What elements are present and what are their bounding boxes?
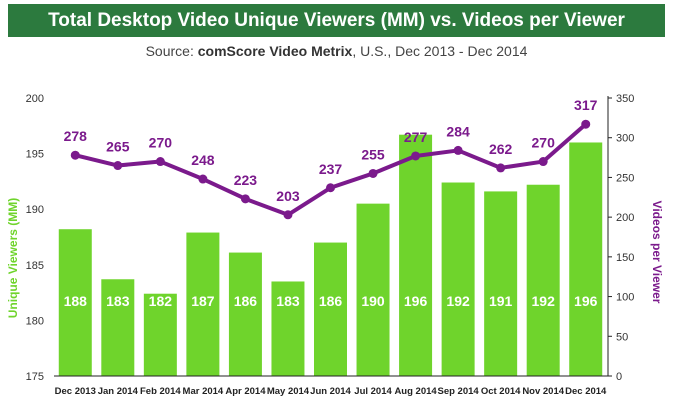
y-right-tick-label: 200 xyxy=(616,212,634,224)
line-point xyxy=(538,157,548,167)
bar-labels: 188 183 182 187 186 183 186 190 196 192 191 192 196 xyxy=(64,293,598,309)
bar-value-label: 191 xyxy=(489,293,513,309)
line-value-label: 255 xyxy=(361,146,385,162)
x-tick-label: May 2014 xyxy=(267,386,310,397)
bar-value-label: 183 xyxy=(106,293,130,309)
x-tick-label: Dec 2014 xyxy=(565,386,607,397)
x-tick-label: Nov 2014 xyxy=(522,386,564,397)
y-left-tick-label: 200 xyxy=(26,93,44,105)
x-tick-label: Sep 2014 xyxy=(438,386,480,397)
x-tick-label: Feb 2014 xyxy=(140,386,181,397)
bar-value-label: 186 xyxy=(234,293,258,309)
y-axis-left-label: Unique Viewers (MM) xyxy=(6,198,20,318)
x-tick-label: Jul 2014 xyxy=(354,386,392,397)
line-labels: 278 265 270 248 223 203 237 255 277 284 262 270 317 xyxy=(64,97,598,204)
bar xyxy=(186,232,220,376)
bar xyxy=(271,281,305,376)
line-value-label: 262 xyxy=(489,141,513,157)
line-value-label: 237 xyxy=(319,161,343,177)
subtitle-prefix: Source: xyxy=(145,43,198,59)
x-tick-label: Jun 2014 xyxy=(310,386,351,397)
bar-value-label: 196 xyxy=(574,293,598,309)
bar xyxy=(484,191,518,376)
bar xyxy=(441,182,475,376)
line-point xyxy=(496,163,506,173)
y-right-tick-label: 150 xyxy=(616,252,634,264)
line-point xyxy=(113,161,123,171)
x-tick-label: Apr 2014 xyxy=(225,386,266,397)
bar xyxy=(58,229,92,376)
bar-series xyxy=(58,134,603,376)
line-point xyxy=(326,183,335,193)
bar xyxy=(399,134,433,376)
line-value-label: 203 xyxy=(276,188,300,204)
y-right-tick-label: 100 xyxy=(616,292,634,304)
bar-value-label: 192 xyxy=(532,293,556,309)
bar-value-label: 187 xyxy=(191,293,215,309)
line-point xyxy=(581,119,591,129)
y-left-tick-label: 175 xyxy=(26,371,44,383)
line-value-label: 278 xyxy=(64,128,88,144)
line-point xyxy=(283,210,293,220)
line-point xyxy=(70,150,80,160)
y-axis-right-label: Videos per Viewer xyxy=(650,201,664,304)
line-point xyxy=(368,168,378,178)
bar-value-label: 183 xyxy=(276,293,300,309)
y-left-tick-label: 185 xyxy=(26,260,44,272)
bar-value-label: 190 xyxy=(361,293,385,309)
y-right-tick-label: 0 xyxy=(616,371,622,383)
x-tick-label: Dec 2013 xyxy=(55,386,96,397)
line-value-label: 270 xyxy=(532,135,556,151)
line-value-label: 277 xyxy=(404,129,428,145)
axes: 175 180 185 190 195 200 0 50 100 150 200 250 300 350 D… xyxy=(26,93,635,397)
bar-value-label: 186 xyxy=(319,293,343,309)
line-point xyxy=(453,145,463,155)
bar xyxy=(228,252,262,376)
y-left-tick-label: 190 xyxy=(26,204,44,216)
bar-value-label: 182 xyxy=(149,293,173,309)
chart-subtitle: Source: comScore Video Metrix, U.S., Dec… xyxy=(8,40,665,62)
y-right-tick-label: 350 xyxy=(616,93,634,105)
line-series xyxy=(70,119,591,220)
y-left-tick-label: 180 xyxy=(26,315,44,327)
line-value-label: 248 xyxy=(191,152,215,168)
x-tick-label: Oct 2014 xyxy=(481,386,521,397)
bar-value-label: 196 xyxy=(404,293,428,309)
x-tick-label: Jan 2014 xyxy=(98,386,139,397)
line-value-label: 317 xyxy=(574,97,598,113)
chart-title: Total Desktop Video Unique Viewers (MM) … xyxy=(8,4,665,37)
line-point xyxy=(155,157,165,167)
y-right-tick-label: 300 xyxy=(616,133,634,145)
y-right-tick-label: 50 xyxy=(616,331,628,343)
y-left-tick-label: 195 xyxy=(26,149,44,161)
line-value-label: 265 xyxy=(106,139,130,155)
bar xyxy=(569,142,603,376)
y-right-tick-label: 250 xyxy=(616,172,634,184)
subtitle-source: comScore Video Metrix xyxy=(197,43,353,59)
bar-value-label: 192 xyxy=(446,293,470,309)
line-value-label: 270 xyxy=(149,135,173,151)
line-point xyxy=(240,194,250,204)
bar xyxy=(143,293,177,376)
x-tick-label: Aug 2014 xyxy=(394,386,437,397)
line-value-label: 223 xyxy=(234,172,258,188)
bar xyxy=(314,242,347,376)
line-value-label: 284 xyxy=(446,123,470,139)
bar xyxy=(101,279,135,376)
line-point xyxy=(411,151,421,161)
x-tick-label: Mar 2014 xyxy=(183,386,224,397)
bar xyxy=(526,184,560,376)
subtitle-suffix: , U.S., Dec 2013 - Dec 2014 xyxy=(352,43,528,59)
bar-value-label: 188 xyxy=(64,293,88,309)
line-point xyxy=(198,174,208,184)
bar xyxy=(356,203,390,376)
